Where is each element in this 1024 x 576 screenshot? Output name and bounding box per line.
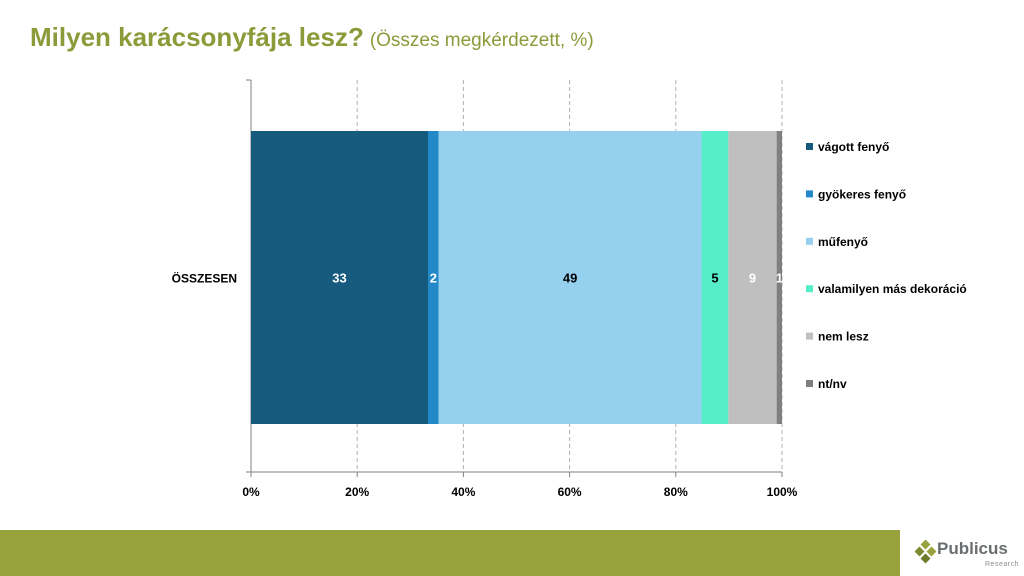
- stacked-bar-chart: 0% 20% 40% 60% 80% 100% ÖSSZESEN 33 2 49 5 9 1 vágott…: [172, 79, 967, 499]
- publicus-logo: Publicus Research: [915, 536, 1024, 576]
- bar-segment: [428, 131, 439, 424]
- bar-segment: [701, 131, 729, 424]
- title-subtitle: (Összes megkérdezett, %): [369, 30, 594, 51]
- logo-name: Publicus: [937, 539, 1008, 558]
- data-label: 49: [563, 271, 577, 286]
- legend-swatch: [806, 190, 813, 198]
- bar-segment: [776, 131, 782, 424]
- legend-swatch: [806, 285, 813, 293]
- data-label: 1: [776, 271, 783, 286]
- data-label: 9: [749, 271, 756, 286]
- logo-sub: Research: [985, 561, 1019, 568]
- legend-label: valamilyen más dekoráció: [818, 282, 967, 296]
- chart-title: Milyen karácsonyfája lesz? (Összes megkér…: [30, 22, 594, 53]
- legend-label: gyökeres fenyő: [818, 187, 906, 201]
- bar-segment: [438, 131, 702, 424]
- data-label: 2: [430, 271, 437, 286]
- x-tick-label: 0%: [242, 485, 260, 499]
- x-tick-label: 40%: [451, 485, 475, 499]
- legend-swatch: [806, 143, 813, 150]
- legend-label: műfenyő: [818, 235, 868, 249]
- x-tick-label: 80%: [664, 485, 688, 499]
- data-label: 33: [332, 271, 346, 286]
- bar-segment: [728, 131, 777, 424]
- footer-band: [0, 530, 900, 576]
- x-tick-label: 20%: [345, 485, 369, 499]
- title-main: Milyen karácsonyfája lesz?: [30, 22, 364, 52]
- legend-swatch: [806, 332, 813, 340]
- legend-label: vágott fenyő: [818, 140, 889, 154]
- data-label: 5: [711, 271, 718, 286]
- diamond-logo-icon: [915, 540, 937, 564]
- legend-swatch: [806, 237, 813, 245]
- category-label: ÖSSZESEN: [172, 271, 237, 286]
- legend-swatch: [806, 380, 813, 387]
- x-tick-label: 100%: [767, 485, 798, 499]
- bar-segment: [251, 131, 428, 424]
- legend-label: nt/nv: [818, 377, 847, 391]
- x-tick-label: 60%: [558, 485, 582, 499]
- legend-label: nem lesz: [818, 330, 869, 344]
